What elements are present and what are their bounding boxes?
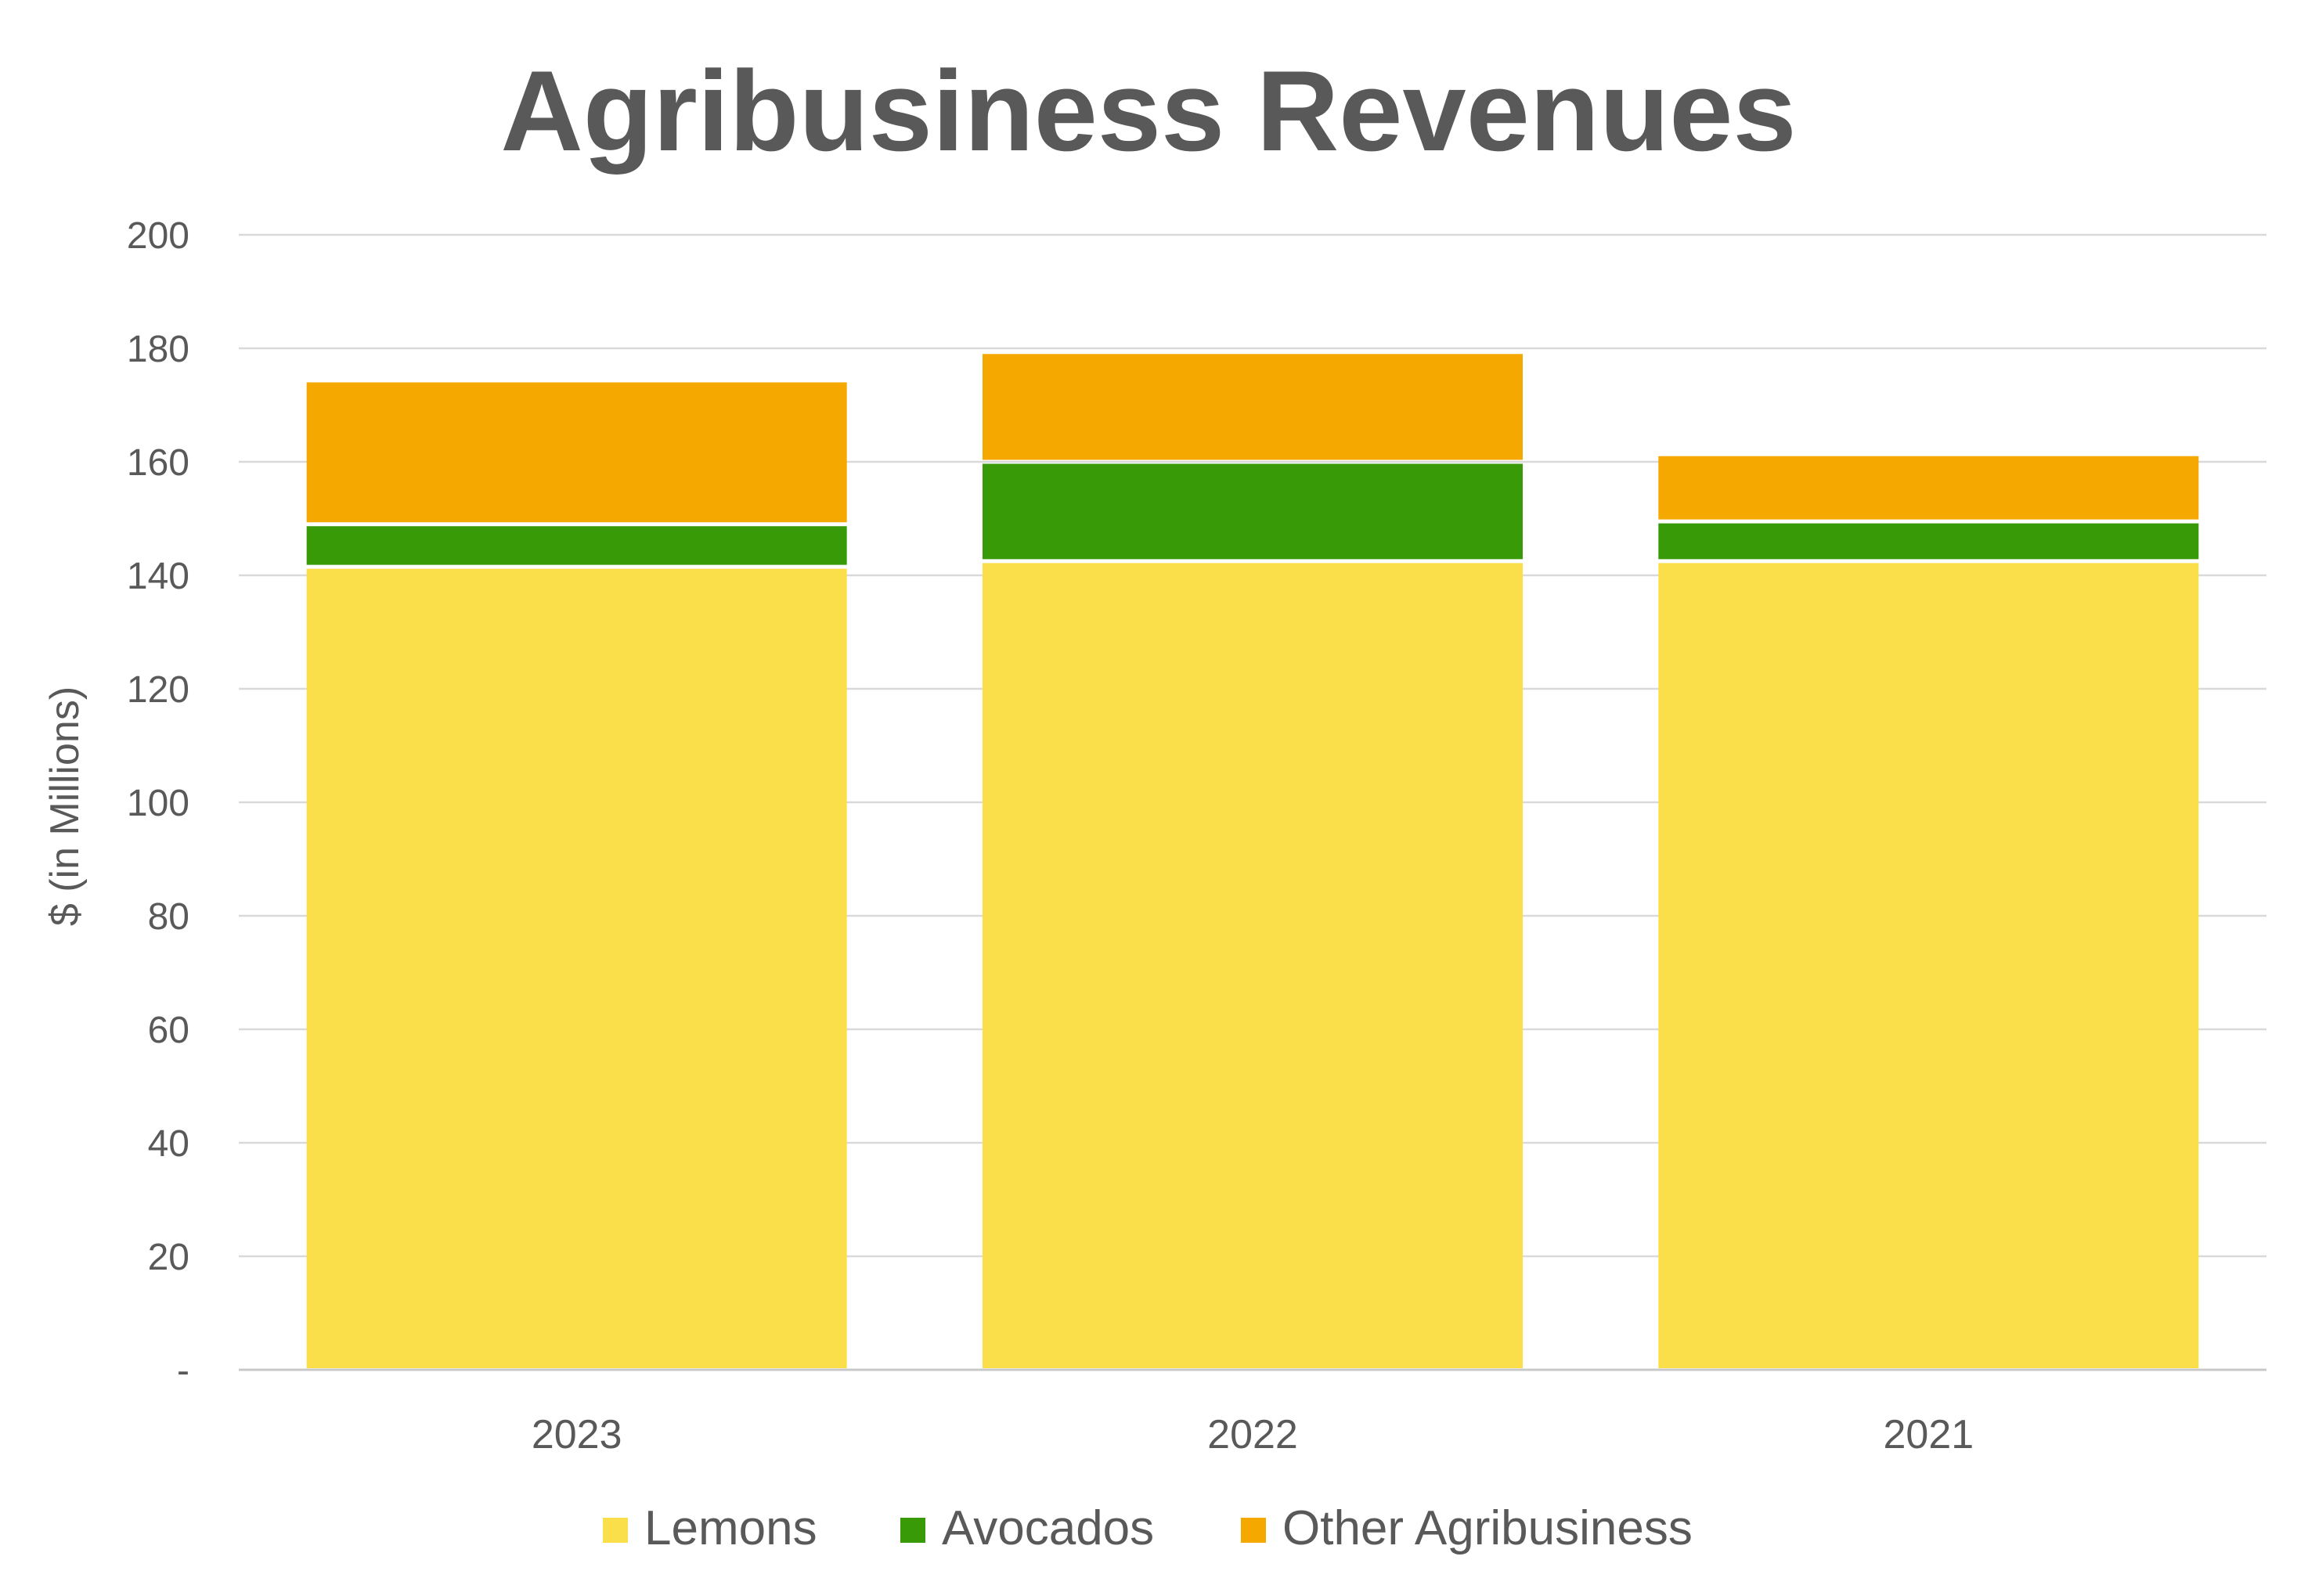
- legend-item: Other Agribusiness: [1241, 1501, 1693, 1555]
- y-tick-label: 80: [148, 896, 189, 938]
- legend-label: Lemons: [644, 1501, 817, 1555]
- y-tick-label: 200: [127, 215, 189, 257]
- legend-swatch: [1241, 1518, 1266, 1543]
- y-tick-label: 60: [148, 1010, 189, 1051]
- bar-segment: [1658, 523, 2199, 560]
- legend: Lemons Avocados Other Agribusiness: [603, 1501, 1693, 1555]
- bar-segment: [1658, 563, 2199, 1368]
- y-tick-label: 180: [127, 329, 189, 370]
- bar-segment: [983, 563, 1523, 1368]
- y-axis-label: $ (in Millions): [42, 686, 88, 926]
- y-tick-label: 140: [127, 556, 189, 597]
- x-tick-label: 2023: [532, 1412, 622, 1457]
- legend-swatch: [603, 1518, 628, 1543]
- legend-swatch: [900, 1518, 925, 1543]
- y-tick-label: 40: [148, 1123, 189, 1165]
- bar-segment: [983, 354, 1523, 460]
- bar-segment: [983, 463, 1523, 560]
- legend-item: Avocados: [900, 1501, 1154, 1555]
- legend-label: Avocados: [942, 1501, 1154, 1555]
- y-tick-label: 100: [127, 783, 189, 824]
- bars: [306, 354, 2199, 1368]
- legend-label: Other Agribusiness: [1282, 1501, 1693, 1555]
- axes: - 20 40 60 80 100 120 140 160 180 200 2023 2022 2021: [127, 215, 1974, 1457]
- y-tick-label: 120: [127, 669, 189, 711]
- bar-segment: [1658, 456, 2199, 520]
- y-tick-label: 20: [148, 1237, 189, 1278]
- bar-segment: [306, 568, 847, 1368]
- x-tick-label: 2021: [1883, 1412, 1974, 1457]
- y-tick-label: 160: [127, 442, 189, 484]
- y-tick-label: -: [177, 1350, 189, 1392]
- legend-item: Lemons: [603, 1501, 817, 1555]
- x-tick-label: 2022: [1207, 1412, 1298, 1457]
- bar-segment: [306, 526, 847, 565]
- bar-segment: [306, 382, 847, 523]
- chart-title: Agribusiness Revenues: [500, 47, 1796, 175]
